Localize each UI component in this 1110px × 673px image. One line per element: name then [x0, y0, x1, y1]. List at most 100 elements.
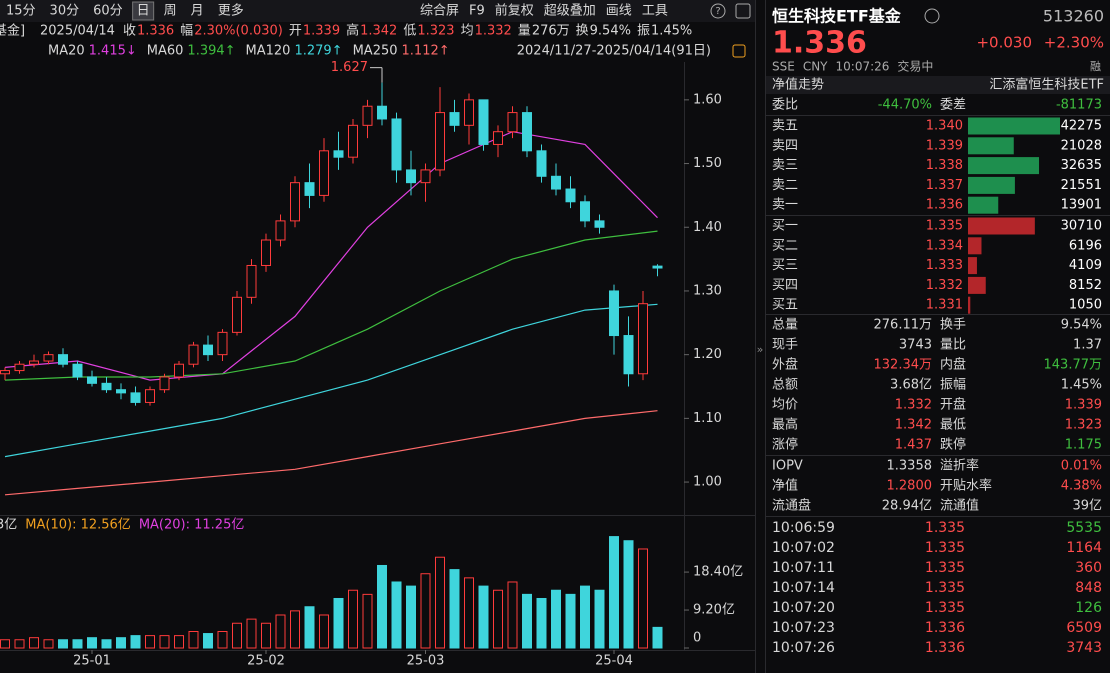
stat-value: 1.2800: [887, 479, 933, 494]
book-price: 1.334: [926, 238, 963, 253]
tool-button[interactable]: 画线: [606, 4, 632, 19]
price-change: +0.030: [976, 34, 1032, 52]
stat-label: 净值: [772, 478, 798, 494]
y-tick-label: 1.10: [693, 411, 722, 426]
book-price: 1.339: [926, 138, 963, 153]
x-tick-label: 25-04: [595, 654, 633, 669]
stat-value: 132.34万: [874, 358, 933, 373]
stat-label: IOPV: [772, 459, 803, 474]
period-tab[interactable]: 月: [191, 4, 204, 19]
info-label: 高: [346, 23, 359, 39]
book-price: 1.331: [926, 298, 963, 313]
candle-body: [101, 382, 112, 391]
stat-label: 流通盘: [772, 498, 811, 514]
candle-body: [362, 105, 373, 126]
legend-value: 1.279↑: [294, 44, 342, 59]
candle-body: [348, 124, 358, 158]
period-tab[interactable]: 更多: [218, 3, 244, 19]
stat-value: 1.37: [1073, 338, 1102, 353]
help-icon-glyph[interactable]: ?: [715, 6, 720, 17]
legend-value: 1.415↓: [89, 44, 137, 59]
volume-bar: [449, 569, 460, 649]
volume-bar: [203, 633, 213, 649]
candle-body: [449, 112, 460, 126]
status-item: CNY: [803, 60, 828, 74]
stat-label: 均价: [772, 398, 798, 413]
lock-icon[interactable]: [732, 44, 746, 58]
candle-body: [464, 99, 474, 126]
volume-bar: [609, 536, 619, 649]
book-bar: [968, 237, 982, 255]
candle-body: [0, 370, 10, 375]
stat-value: 276.11万: [874, 318, 933, 333]
candle-body: [333, 150, 344, 158]
date-range: 2024/11/27-2025/04/14(91日): [517, 44, 711, 59]
trade-qty: 5535: [1066, 520, 1102, 536]
tool-button[interactable]: 前复权: [495, 3, 534, 19]
volume-bar: [188, 630, 199, 649]
collapse-arrow[interactable]: »: [757, 343, 764, 356]
period-tab-active: [132, 1, 155, 21]
book-qty: 21551: [1061, 178, 1102, 193]
info-value: 1.45%: [651, 24, 692, 39]
candle-body: [565, 188, 576, 203]
candle-body: [551, 175, 561, 190]
tool-button[interactable]: 超级叠加: [544, 4, 596, 19]
price-change-pct: +2.30%: [1044, 34, 1104, 52]
book-bar: [968, 157, 1040, 175]
candle-body: [261, 239, 271, 266]
candle-body: [290, 182, 300, 222]
tool-button[interactable]: 综合屏: [420, 4, 459, 19]
tool-button[interactable]: 工具: [642, 4, 668, 19]
candle-body: [623, 335, 634, 375]
trade-price: 1.335: [925, 540, 965, 556]
settings-icon[interactable]: [735, 3, 751, 19]
volume-bar: [72, 639, 83, 649]
period-tab[interactable]: 周: [164, 4, 177, 19]
book-label: 卖四: [772, 138, 798, 153]
candle-body: [159, 376, 170, 391]
legend-value: 1.112↑: [402, 44, 450, 59]
y-tick-label: 1.60: [693, 92, 722, 107]
help-icon[interactable]: [710, 3, 726, 19]
status-item: 10:07:26: [836, 60, 890, 74]
period-tab[interactable]: 15分: [6, 4, 36, 19]
stat-value: 3743: [899, 338, 932, 353]
stat-value: 9.54%: [1061, 318, 1102, 333]
candle-body: [507, 112, 518, 133]
period-tab[interactable]: 30分: [50, 4, 80, 19]
tool-button[interactable]: F9: [469, 4, 485, 19]
candle-body: [72, 363, 83, 378]
candle-body: [652, 265, 663, 269]
candle-body: [609, 290, 619, 337]
book-qty: 6196: [1069, 238, 1102, 253]
info-value: 1.342: [360, 24, 397, 39]
nav-tab[interactable]: 净值走势: [772, 77, 824, 93]
book-label: 买二: [772, 238, 798, 253]
info-label: 量: [518, 24, 531, 39]
volume-legend: 3亿: [0, 518, 17, 533]
period-tab[interactable]: 60分: [93, 4, 123, 19]
status-item: SSE: [772, 60, 795, 74]
volume-bar: [652, 626, 663, 649]
volume-bar: [0, 639, 10, 649]
volume-bar: [623, 540, 634, 649]
info-icon[interactable]: [924, 8, 940, 24]
book-bar: [968, 296, 971, 314]
ratio-diff-label: 委差: [940, 98, 966, 113]
book-qty: 30710: [1061, 219, 1102, 234]
y-tick-label: 9.20亿: [693, 603, 735, 618]
candle-body: [43, 354, 54, 362]
book-label: 买三: [772, 258, 798, 273]
volume-bar: [29, 637, 39, 649]
trade-price: 1.336: [925, 620, 965, 636]
volume-bar: [391, 581, 402, 649]
stat-value: 3.68亿: [890, 378, 932, 393]
volume-bar: [522, 593, 532, 649]
period-tab[interactable]: 日: [137, 4, 150, 19]
book-price: 1.336: [926, 198, 963, 213]
volume-bar: [304, 606, 315, 649]
legend-value: 1.394↑: [187, 44, 235, 59]
trade-time: 10:07:14: [772, 580, 835, 596]
